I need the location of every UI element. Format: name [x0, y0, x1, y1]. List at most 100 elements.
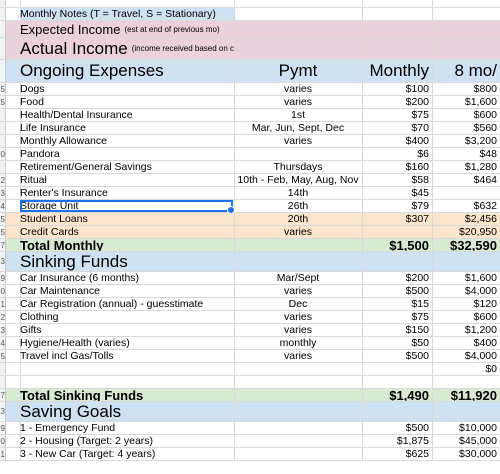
row-number[interactable]: 0	[0, 435, 6, 447]
cell-payment[interactable]: varies	[283, 83, 312, 95]
cell-monthly[interactable]: $150	[405, 324, 429, 336]
row-number[interactable]: 5	[0, 350, 6, 362]
row-number[interactable]: 7	[0, 389, 6, 401]
cell-label[interactable]: Renter's Insurance	[20, 187, 234, 199]
cell-payment[interactable]: varies	[283, 324, 312, 336]
cell-monthly[interactable]: $307	[405, 213, 429, 225]
cell-payment[interactable]: 1st	[290, 109, 305, 121]
cell-label[interactable]: Gifts	[20, 324, 234, 336]
cell-label[interactable]: Actual Income (income received based on c…	[20, 38, 234, 59]
cell-8mo[interactable]: $4,000	[464, 350, 497, 362]
cell-8mo[interactable]	[432, 38, 500, 59]
cell-label[interactable]: 3 - New Car (Target: 4 years)	[20, 448, 234, 460]
cell-label[interactable]	[20, 376, 234, 388]
cell-8mo[interactable]	[432, 8, 500, 20]
cell-8mo[interactable]: $1,600	[464, 96, 497, 108]
row-number[interactable]: 2	[0, 311, 6, 323]
row-number[interactable]: 3	[0, 187, 6, 199]
cell-monthly[interactable]	[362, 402, 432, 421]
cell-8mo[interactable]: $2,456	[464, 213, 497, 225]
row-number[interactable]: 0	[0, 285, 6, 297]
cell-label[interactable]: Sinking Funds	[20, 252, 234, 271]
row-number[interactable]: 5	[0, 213, 6, 225]
cell-monthly[interactable]: $500	[405, 350, 429, 362]
cell-monthly[interactable]: $1,500	[389, 239, 429, 251]
cell-8mo[interactable]: $632	[473, 200, 497, 212]
row-number[interactable]: 2	[0, 174, 6, 186]
cell-8mo[interactable]: $1,200	[464, 324, 497, 336]
cell-monthly[interactable]: $70	[411, 122, 429, 134]
row-number[interactable]: 9	[0, 272, 6, 284]
cell-payment[interactable]: Pymt	[278, 61, 318, 80]
cell-label[interactable]: Ritual	[20, 174, 234, 186]
cell-8mo[interactable]: $3,200	[464, 135, 497, 147]
cell-monthly[interactable]: $500	[405, 422, 429, 434]
cell-8mo[interactable]: $800	[473, 83, 497, 95]
row-number[interactable]: 5	[0, 226, 6, 238]
cell-8mo[interactable]	[432, 187, 500, 199]
cell-payment[interactable]	[234, 252, 362, 271]
cell-monthly[interactable]	[362, 376, 432, 388]
cell-monthly[interactable]	[362, 21, 432, 37]
cell-8mo[interactable]: $600	[473, 311, 497, 323]
row-number[interactable]: 3	[0, 252, 6, 271]
cell-payment[interactable]: Thursdays	[273, 161, 323, 173]
cell-payment[interactable]: Mar, Jun, Sept, Dec	[251, 122, 345, 134]
row-number[interactable]	[0, 122, 6, 134]
cell-payment[interactable]: varies	[283, 226, 312, 238]
cell-label[interactable]: 1 - Emergency Fund	[20, 422, 234, 434]
cell-payment[interactable]: 26th	[287, 200, 309, 212]
cell-label[interactable]: 2 - Housing (Target: 2 years)	[20, 435, 234, 447]
cell-label[interactable]: Health/Dental Insurance	[20, 109, 234, 121]
cell-monthly[interactable]: $58	[411, 174, 429, 186]
cell-label[interactable]: Dogs	[20, 83, 234, 95]
row-number[interactable]	[0, 363, 6, 375]
cell-payment[interactable]: monthly	[279, 337, 317, 349]
cell-monthly[interactable]	[362, 363, 432, 375]
cell-8mo[interactable]: 8 mo/	[454, 61, 497, 80]
cell-payment[interactable]	[234, 402, 362, 421]
cell-monthly[interactable]: $75	[411, 109, 429, 121]
cell-label[interactable]: Total Monthly	[20, 239, 234, 251]
cell-monthly[interactable]: $1,490	[389, 389, 429, 401]
row-number[interactable]: 7	[0, 239, 6, 251]
cell-8mo[interactable]: $32,590	[450, 239, 497, 251]
cell-8mo[interactable]: $30,000	[459, 448, 497, 460]
cell-payment[interactable]	[234, 0, 362, 7]
cell-payment[interactable]	[234, 422, 362, 434]
cell-monthly[interactable]: Monthly	[369, 61, 429, 80]
cell-label[interactable]: Total Sinking Funds	[20, 389, 234, 401]
cell-label[interactable]: Expected Income (est at end of previous m…	[20, 21, 234, 37]
row-number[interactable]	[0, 376, 6, 388]
cell-payment[interactable]: varies	[283, 311, 312, 323]
row-number[interactable]	[0, 135, 6, 147]
cell-8mo[interactable]	[432, 0, 500, 7]
cell-label[interactable]: Credit Cards	[20, 226, 234, 238]
row-number[interactable]	[0, 0, 6, 7]
cell-label[interactable]: Retirement/General Savings	[20, 161, 234, 173]
cell-8mo[interactable]: $1,280	[464, 161, 497, 173]
cell-8mo[interactable]: $11,920	[450, 389, 497, 401]
row-number[interactable]: 9	[0, 422, 6, 434]
cell-payment[interactable]: 14th	[287, 187, 309, 199]
cell-monthly[interactable]: $1,875	[396, 435, 429, 447]
cell-payment[interactable]	[234, 435, 362, 447]
cell-monthly[interactable]	[362, 8, 432, 20]
cell-8mo[interactable]: $4,000	[464, 285, 497, 297]
cell-label[interactable]: Travel incl Gas/Tolls	[20, 350, 234, 362]
row-number[interactable]: 1	[0, 298, 6, 310]
cell-payment[interactable]: varies	[283, 285, 312, 297]
cell-8mo[interactable]	[432, 21, 500, 37]
cell-payment[interactable]	[234, 8, 362, 20]
cell-monthly[interactable]	[362, 252, 432, 271]
cell-monthly[interactable]: $200	[405, 96, 429, 108]
cell-monthly[interactable]: $75	[411, 311, 429, 323]
cell-label[interactable]: Student Loans	[20, 213, 234, 225]
row-number[interactable]	[0, 38, 6, 59]
cell-label[interactable]: Life Insurance	[20, 122, 234, 134]
cell-monthly[interactable]: $200	[405, 272, 429, 284]
cell-payment[interactable]	[234, 21, 362, 37]
cell-8mo[interactable]: $48	[479, 148, 497, 160]
cell-monthly[interactable]: $50	[411, 337, 429, 349]
cell-payment[interactable]	[234, 448, 362, 460]
